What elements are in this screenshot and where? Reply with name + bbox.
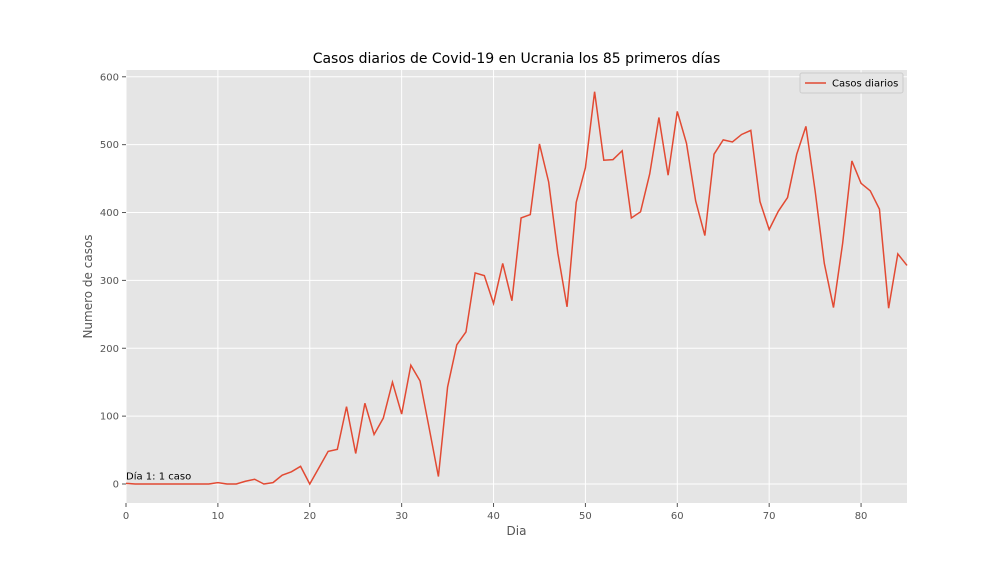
legend: Casos diarios <box>799 72 904 94</box>
y-axis-ticks: 0 100 200 300 400 500 600 <box>100 72 126 490</box>
y-tick-label: 500 <box>100 140 119 151</box>
chart-title: Casos diarios de Covid-19 en Ucrania los… <box>313 51 721 67</box>
x-tick-label: 20 <box>303 511 316 522</box>
x-axis-label: Dia <box>507 524 527 538</box>
x-tick-label: 70 <box>763 511 776 522</box>
x-tick-label: 60 <box>671 511 684 522</box>
x-tick-label: 40 <box>487 511 500 522</box>
grid-lines <box>125 70 907 503</box>
y-tick-label: 400 <box>100 208 119 219</box>
legend-label-casos-diarios: Casos diarios <box>832 79 898 90</box>
y-tick-label: 0 <box>113 479 119 490</box>
x-tick-label: 10 <box>212 511 225 522</box>
annotation-day1: Día 1: 1 caso <box>126 470 191 482</box>
y-axis-label: Numero de casos <box>81 234 95 338</box>
legend-box <box>799 72 904 94</box>
x-tick-label: 50 <box>579 511 592 522</box>
x-axis-ticks: 0 10 20 30 40 50 60 70 80 <box>123 503 868 522</box>
x-tick-label: 30 <box>395 511 408 522</box>
y-tick-label: 600 <box>100 72 119 83</box>
y-tick-label: 300 <box>100 276 119 287</box>
plot-area <box>126 70 907 503</box>
y-tick-label: 200 <box>100 344 119 355</box>
x-tick-label: 80 <box>855 511 868 522</box>
series-line-casos-diarios <box>125 91 908 486</box>
x-tick-label: 0 <box>123 511 129 522</box>
y-tick-label: 100 <box>100 412 119 423</box>
